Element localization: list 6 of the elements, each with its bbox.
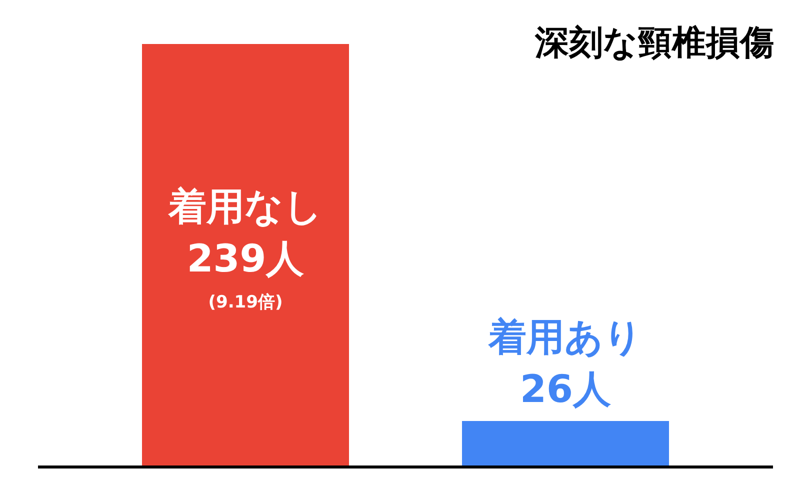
data-label: 239人 bbox=[186, 236, 304, 280]
annotation: (9.19倍) bbox=[208, 292, 283, 312]
x-tick-label: 着用なし bbox=[168, 184, 322, 228]
chart-title: 深刻な頸椎損傷 bbox=[535, 22, 774, 65]
data-label: 26人 bbox=[520, 366, 611, 411]
x-tick-label: 着用あり bbox=[488, 314, 642, 359]
